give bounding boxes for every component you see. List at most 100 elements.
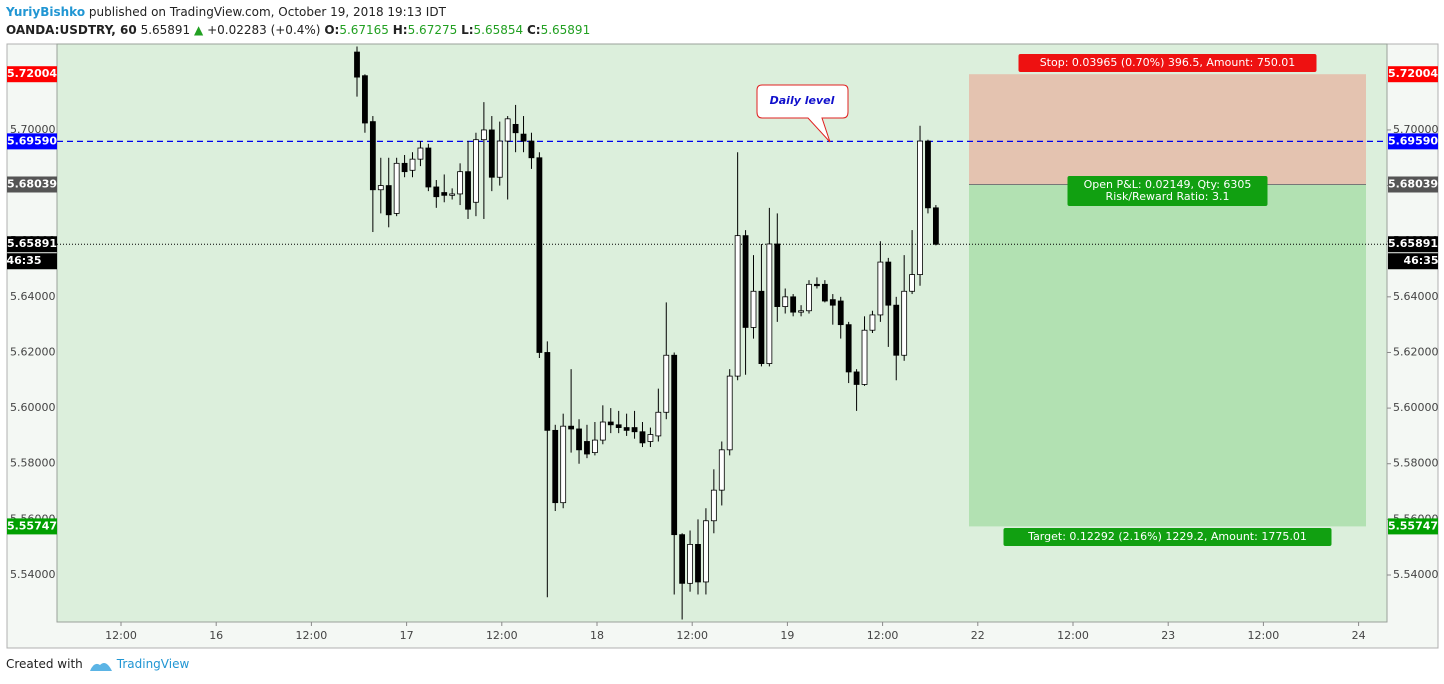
- level-label: 5.65891: [7, 237, 57, 250]
- x-tick-label: 12:00: [1248, 629, 1280, 642]
- level-tag: [7, 66, 57, 83]
- candle-body: [457, 171, 463, 195]
- y-tick-label-left: 5.70000: [10, 123, 56, 136]
- candle-body: [433, 186, 440, 198]
- candle-body: [671, 354, 678, 536]
- last: 5.65891: [140, 23, 191, 37]
- candle-body: [369, 121, 376, 191]
- stop-label-box: [1018, 54, 1317, 72]
- candle-body: [655, 411, 662, 437]
- candle-body: [806, 283, 812, 312]
- level-tag: [7, 133, 57, 150]
- candle-body: [362, 75, 368, 124]
- level-label: 5.72004: [1388, 67, 1438, 80]
- candle-body: [599, 421, 606, 441]
- candle-body: [568, 425, 575, 430]
- level-label: 5.65891: [1388, 237, 1438, 250]
- candle-body: [520, 133, 527, 142]
- target-zone: [969, 184, 1366, 527]
- candle-body: [377, 185, 384, 191]
- candle-body: [552, 429, 559, 504]
- candle-body: [449, 193, 456, 196]
- level-tag: [1388, 236, 1438, 253]
- arrow: ▲: [194, 23, 204, 37]
- candle-body: [853, 371, 860, 385]
- candle-body: [679, 534, 686, 584]
- annotation: Daily level: [770, 94, 835, 107]
- x-tick-label: 23: [1161, 629, 1175, 642]
- candle-body: [647, 434, 654, 442]
- candle-body: [925, 140, 931, 209]
- candle-body: [687, 543, 693, 584]
- o-label: O:: [324, 23, 340, 37]
- y-tick-label: 5.70000: [1393, 123, 1439, 136]
- candle-body: [401, 162, 408, 173]
- x-tick-label: 12:00: [867, 629, 899, 642]
- candle-body: [385, 185, 392, 216]
- candle-body: [695, 543, 701, 583]
- level-label: 5.69590: [1388, 134, 1438, 147]
- countdown-tag: [7, 253, 57, 270]
- l-label: L:: [461, 23, 474, 37]
- candle-body: [536, 157, 543, 353]
- level-label: 5.69590: [7, 134, 57, 147]
- candle-body: [893, 304, 900, 356]
- candle-body: [592, 439, 598, 454]
- x-tick-label: 19: [780, 629, 794, 642]
- level-tag: [7, 236, 57, 253]
- candle-body: [544, 352, 551, 431]
- stop-zone: [969, 74, 1366, 185]
- x-tick-label: 12:00: [1057, 629, 1089, 642]
- level-tag: [1388, 518, 1438, 535]
- candle-body: [917, 140, 923, 275]
- brand[interactable]: TradingView: [116, 657, 190, 671]
- candle-body: [425, 147, 432, 188]
- c-value: 5.65891: [540, 23, 591, 37]
- candle-body: [465, 171, 471, 210]
- x-tick-label: 12:00: [296, 629, 328, 642]
- h-value: 5.67275: [407, 23, 458, 37]
- callout: [756, 84, 849, 143]
- c-label: C:: [526, 23, 541, 37]
- candle-body: [932, 207, 939, 245]
- candle-body: [623, 427, 630, 431]
- symbol: OANDA:USDTRY, 60: [6, 23, 137, 37]
- created: Created with: [6, 657, 83, 671]
- candle-body: [837, 300, 844, 326]
- candle-body: [734, 235, 741, 377]
- candle-body: [798, 310, 804, 313]
- pnl-label: Risk/Reward Ratio: 3.1: [1106, 190, 1230, 203]
- x-tick-label: 12:00: [105, 629, 137, 642]
- candle-body: [504, 118, 511, 142]
- y-tick-label-left: 5.64000: [10, 290, 56, 303]
- candle-body: [718, 449, 725, 491]
- countdown: 46:35: [1403, 254, 1438, 267]
- level-label: 5.68039: [7, 177, 57, 190]
- candle-body: [758, 290, 765, 364]
- x-tick-label: 17: [400, 629, 414, 642]
- candle-body: [409, 158, 416, 171]
- y-tick-label: 5.62000: [1393, 345, 1439, 358]
- candle-body: [909, 274, 915, 292]
- candle-body: [710, 489, 717, 522]
- y-tick-label: 5.54000: [1393, 568, 1439, 581]
- candle-body: [814, 283, 820, 287]
- level-label: 5.55747: [7, 519, 57, 532]
- footer: Created with TradingView: [6, 657, 189, 671]
- header: YuriyBishko published on TradingView.com…: [6, 3, 590, 39]
- candle-body: [512, 123, 519, 134]
- published: published on TradingView.com, October 19…: [88, 5, 446, 19]
- y-tick-label: 5.58000: [1393, 457, 1439, 470]
- h-label: H:: [392, 23, 408, 37]
- logo: [90, 663, 112, 671]
- pnl-label: Open P&L: 0.02149, Qty: 6305: [1084, 178, 1252, 191]
- candle-body: [576, 428, 582, 451]
- target-label: Target: 0.12292 (2.16%) 1229.2, Amount: …: [1027, 530, 1307, 543]
- x-tick-label: 24: [1352, 629, 1366, 642]
- y-tick-label-left: 5.60000: [10, 401, 56, 414]
- candle-body: [560, 425, 567, 504]
- candle-body: [774, 243, 781, 307]
- candle-body: [829, 299, 836, 306]
- level-tag: [1388, 133, 1438, 150]
